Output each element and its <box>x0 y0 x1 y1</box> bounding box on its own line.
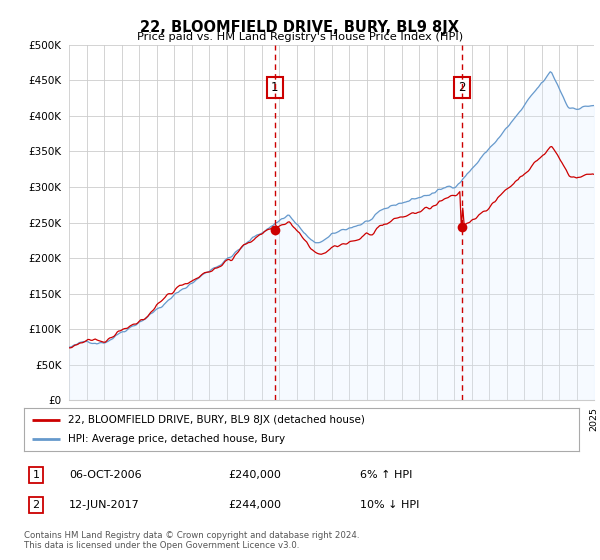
Text: 6% ↑ HPI: 6% ↑ HPI <box>360 470 412 480</box>
Text: HPI: Average price, detached house, Bury: HPI: Average price, detached house, Bury <box>68 435 286 444</box>
Text: 10% ↓ HPI: 10% ↓ HPI <box>360 500 419 510</box>
Text: 12-JUN-2017: 12-JUN-2017 <box>69 500 140 510</box>
Text: Price paid vs. HM Land Registry's House Price Index (HPI): Price paid vs. HM Land Registry's House … <box>137 32 463 43</box>
Text: 1: 1 <box>32 470 40 480</box>
Text: 2: 2 <box>458 81 466 94</box>
Text: 06-OCT-2006: 06-OCT-2006 <box>69 470 142 480</box>
Text: 1: 1 <box>271 81 278 94</box>
Text: Contains HM Land Registry data © Crown copyright and database right 2024.
This d: Contains HM Land Registry data © Crown c… <box>24 531 359 550</box>
Text: 2: 2 <box>32 500 40 510</box>
Text: £240,000: £240,000 <box>228 470 281 480</box>
Text: £244,000: £244,000 <box>228 500 281 510</box>
Text: 22, BLOOMFIELD DRIVE, BURY, BL9 8JX (detached house): 22, BLOOMFIELD DRIVE, BURY, BL9 8JX (det… <box>68 415 365 424</box>
Text: 22, BLOOMFIELD DRIVE, BURY, BL9 8JX: 22, BLOOMFIELD DRIVE, BURY, BL9 8JX <box>140 20 460 35</box>
